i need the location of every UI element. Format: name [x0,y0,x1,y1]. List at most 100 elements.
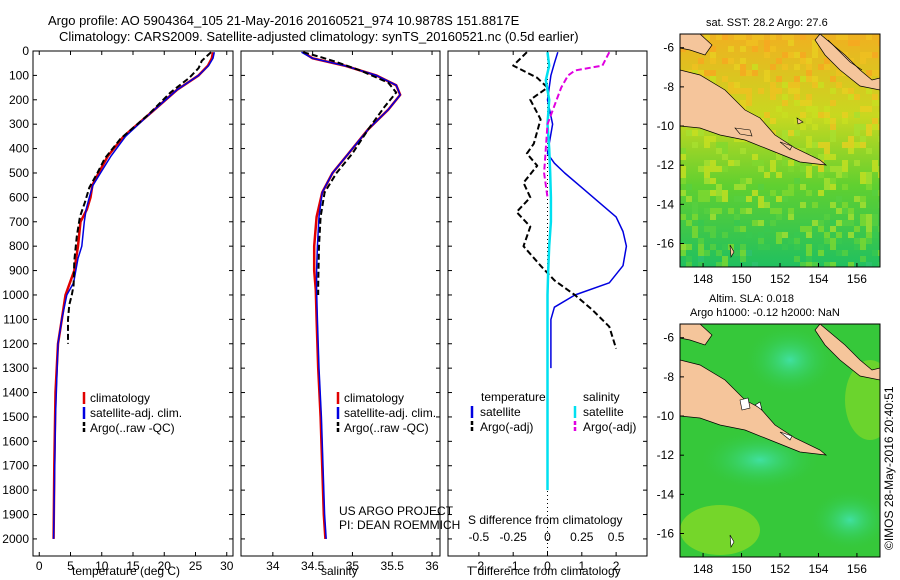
y-tick-label: -6 [663,41,674,55]
series-line-t-satellite [546,51,628,369]
sst-pixel [764,76,770,82]
sst-pixel [824,178,830,184]
sst-pixel [752,190,758,196]
sst-pixel [836,34,842,40]
sst-pixel [800,52,806,58]
sst-pixel [818,244,824,250]
difference-plot: -2 -1 0 1 2 -0.5 -0.25 0 0.25 0.5 [448,50,647,573]
sst-pixel [836,220,842,226]
sst-pixel [740,178,746,184]
sst-pixel [818,220,824,226]
legend-label-t-argo: Argo(-adj) [480,420,533,434]
sst-pixel [800,148,806,154]
sst-pixel [740,64,746,70]
sst-pixel [740,256,746,262]
sst-pixel [710,190,716,196]
sst-pixel [842,166,848,172]
sst-pixel [806,76,812,82]
sst-pixel [698,196,704,202]
sst-pixel [872,166,878,172]
sst-pixel [848,40,854,46]
sst-pixel [740,34,746,40]
sst-pixel [824,58,830,64]
sst-pixel [686,130,692,136]
sst-pixel [842,250,848,256]
sst-pixel [806,232,812,238]
x-tick-label: 0 [544,559,551,573]
sst-pixel [842,88,848,94]
sst-pixel [824,166,830,172]
sst-pixel [836,250,842,256]
sst-pixel [740,148,746,154]
sst-pixel [842,172,848,178]
legend-label-s-satellite: satellite [583,405,624,419]
sst-pixel [722,148,728,154]
sst-pixel [794,178,800,184]
sst-pixel [680,166,686,172]
x-tick-label: -1 [508,559,519,573]
sst-pixel [782,244,788,250]
sst-pixel [734,88,740,94]
sst-pixel [794,238,800,244]
sst-pixel [860,178,866,184]
sst-pixel [794,130,800,136]
salinity-plot-frame [240,50,441,557]
sst-pixel [830,100,836,106]
sst-pixel [806,136,812,142]
sst-pixel [722,154,728,160]
sst-pixel [866,34,872,40]
land-new-guinea [680,69,828,166]
sst-pixel [836,172,842,178]
sst-pixel [764,112,770,118]
sst-pixel [698,244,704,250]
sst-pixel [800,202,806,208]
sst-pixel [716,34,722,40]
sst-pixel [692,130,698,136]
sst-pixel [878,172,880,178]
sst-pixel [812,202,818,208]
sst-pixel [872,220,878,226]
difference-x-label-top: S difference from climatology [468,513,623,527]
sst-pixel [776,232,782,238]
sst-pixel [842,184,848,190]
sst-pixel [794,100,800,106]
sst-pixel [824,238,830,244]
sst-pixel [836,196,842,202]
sst-pixel [812,262,818,267]
sst-pixel [848,208,854,214]
sla-map-axes: 148 150 152 154 156 -6 -8 -10 -12 -14 -16 [657,331,868,576]
sst-pixel [704,208,710,214]
x-tick-label: 15 [126,559,140,573]
sst-pixel [692,214,698,220]
y-tick-label: -8 [663,80,674,94]
sst-pixel [854,130,860,136]
sst-pixel [728,208,734,214]
sst-pixel [710,226,716,232]
sst-pixel [878,262,880,267]
coastline-new-ireland [827,39,863,71]
y-tick-label: 100 [9,68,29,82]
project-credit: US ARGO PROJECT [339,504,454,518]
sst-pixel [704,70,710,76]
sst-pixel [866,106,872,112]
sst-pixel [818,166,824,172]
sst-pixel [770,94,776,100]
sst-pixel [854,94,860,100]
legend-label-climatology: climatology [344,391,404,405]
x-tick-label: 34.5 [301,559,325,573]
sst-pixel [782,112,788,118]
sst-pixel [704,142,710,148]
sst-pixel [866,226,872,232]
sst-pixel [722,58,728,64]
sst-pixel [710,160,716,166]
sst-pixel [872,250,878,256]
legend-label-argo: Argo(..raw -QC) [344,421,429,435]
sst-pixel [776,172,782,178]
sst-pixel [746,250,752,256]
sst-pixel [806,70,812,76]
sst-pixel [752,46,758,52]
sst-pixel [770,46,776,52]
sst-pixel [734,226,740,232]
sst-pixel [830,124,836,130]
salinity-legend: climatology satellite-adj. clim. Argo(..… [336,391,460,532]
